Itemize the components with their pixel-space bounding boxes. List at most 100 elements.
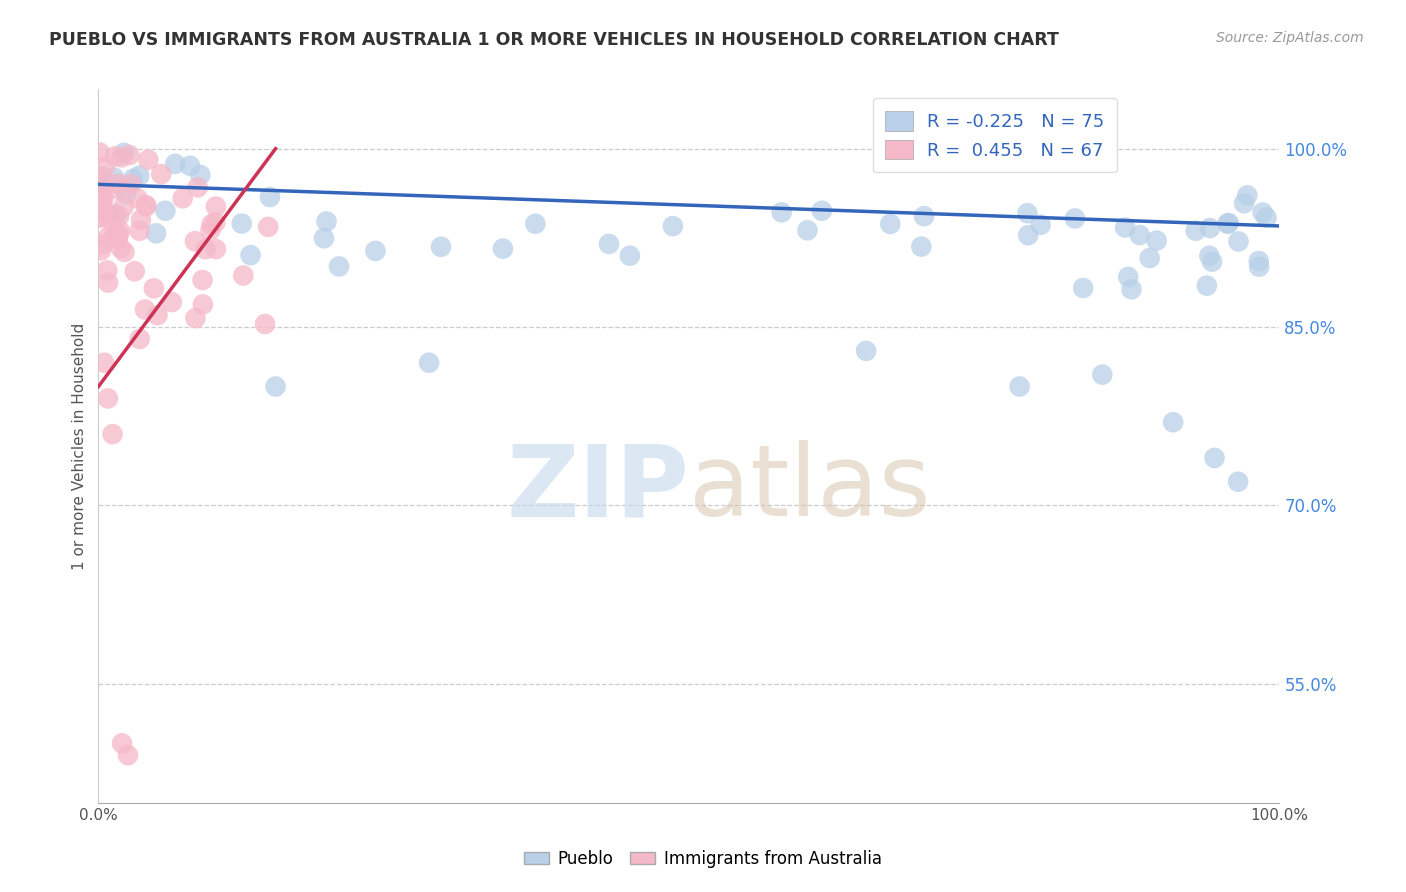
Point bbox=[1091, 368, 1114, 382]
Point bbox=[662, 219, 685, 233]
Point bbox=[1184, 224, 1206, 238]
Point bbox=[418, 356, 440, 370]
Point bbox=[1008, 379, 1031, 393]
Point bbox=[239, 248, 262, 262]
Point bbox=[91, 201, 114, 215]
Point bbox=[110, 150, 132, 164]
Point bbox=[1251, 205, 1274, 219]
Point bbox=[101, 427, 124, 442]
Point bbox=[134, 302, 156, 317]
Point bbox=[120, 177, 142, 191]
Point bbox=[135, 199, 157, 213]
Point bbox=[188, 168, 211, 182]
Point bbox=[150, 167, 173, 181]
Text: atlas: atlas bbox=[689, 441, 931, 537]
Point bbox=[91, 169, 114, 184]
Point bbox=[97, 229, 120, 244]
Point bbox=[110, 241, 132, 255]
Point bbox=[200, 223, 222, 237]
Point bbox=[108, 224, 131, 238]
Point bbox=[104, 149, 127, 163]
Point bbox=[90, 244, 112, 258]
Point bbox=[160, 295, 183, 310]
Point bbox=[1233, 196, 1256, 211]
Point bbox=[1236, 188, 1258, 202]
Point bbox=[231, 217, 253, 231]
Point bbox=[328, 260, 350, 274]
Point bbox=[191, 273, 214, 287]
Point bbox=[619, 249, 641, 263]
Point bbox=[90, 210, 112, 224]
Point bbox=[1227, 475, 1250, 489]
Point bbox=[107, 232, 129, 246]
Point bbox=[1129, 227, 1152, 242]
Point bbox=[1249, 260, 1271, 274]
Point bbox=[811, 203, 834, 218]
Point bbox=[93, 203, 115, 218]
Point bbox=[90, 169, 112, 184]
Point bbox=[201, 217, 224, 231]
Point bbox=[1146, 234, 1168, 248]
Point bbox=[1116, 269, 1139, 284]
Point bbox=[91, 191, 114, 205]
Point bbox=[910, 239, 932, 253]
Point bbox=[93, 191, 115, 205]
Legend: R = -0.225   N = 75, R =  0.455   N = 67: R = -0.225 N = 75, R = 0.455 N = 67 bbox=[873, 98, 1116, 172]
Point bbox=[117, 748, 139, 763]
Point bbox=[492, 242, 515, 256]
Point bbox=[1227, 235, 1250, 249]
Point bbox=[105, 231, 128, 245]
Text: PUEBLO VS IMMIGRANTS FROM AUSTRALIA 1 OR MORE VEHICLES IN HOUSEHOLD CORRELATION : PUEBLO VS IMMIGRANTS FROM AUSTRALIA 1 OR… bbox=[49, 31, 1059, 49]
Point bbox=[124, 264, 146, 278]
Point bbox=[184, 311, 207, 326]
Point bbox=[165, 157, 187, 171]
Point bbox=[118, 148, 141, 162]
Point bbox=[105, 227, 128, 241]
Point bbox=[232, 268, 254, 283]
Point bbox=[105, 207, 128, 221]
Point bbox=[128, 169, 150, 183]
Point bbox=[89, 145, 111, 160]
Point bbox=[114, 244, 136, 259]
Point bbox=[187, 180, 209, 194]
Point bbox=[138, 153, 160, 167]
Point bbox=[184, 234, 207, 248]
Point bbox=[142, 281, 165, 295]
Point bbox=[90, 180, 112, 194]
Point bbox=[128, 224, 150, 238]
Point bbox=[1218, 216, 1240, 230]
Point bbox=[179, 159, 201, 173]
Point bbox=[194, 242, 217, 256]
Point bbox=[1139, 251, 1161, 265]
Point bbox=[264, 379, 287, 393]
Point bbox=[430, 240, 453, 254]
Point bbox=[912, 209, 935, 223]
Point bbox=[1114, 220, 1136, 235]
Point bbox=[364, 244, 387, 258]
Point bbox=[101, 215, 124, 229]
Point bbox=[91, 237, 114, 252]
Point bbox=[524, 217, 547, 231]
Point bbox=[1029, 218, 1052, 232]
Point bbox=[97, 276, 120, 290]
Point bbox=[1199, 221, 1222, 235]
Point bbox=[1064, 211, 1087, 226]
Point bbox=[191, 297, 214, 311]
Point bbox=[155, 203, 177, 218]
Point bbox=[1201, 254, 1223, 268]
Point bbox=[855, 343, 877, 358]
Text: Source: ZipAtlas.com: Source: ZipAtlas.com bbox=[1216, 31, 1364, 45]
Legend: Pueblo, Immigrants from Australia: Pueblo, Immigrants from Australia bbox=[517, 844, 889, 875]
Point bbox=[254, 317, 277, 331]
Point bbox=[89, 178, 111, 192]
Point bbox=[128, 332, 150, 346]
Point bbox=[145, 227, 167, 241]
Point bbox=[205, 200, 228, 214]
Point bbox=[1247, 254, 1270, 268]
Point bbox=[89, 211, 111, 225]
Point bbox=[94, 160, 117, 174]
Y-axis label: 1 or more Vehicles in Household: 1 or more Vehicles in Household bbox=[72, 322, 87, 570]
Point bbox=[205, 242, 228, 256]
Point bbox=[127, 192, 149, 206]
Point bbox=[146, 308, 169, 322]
